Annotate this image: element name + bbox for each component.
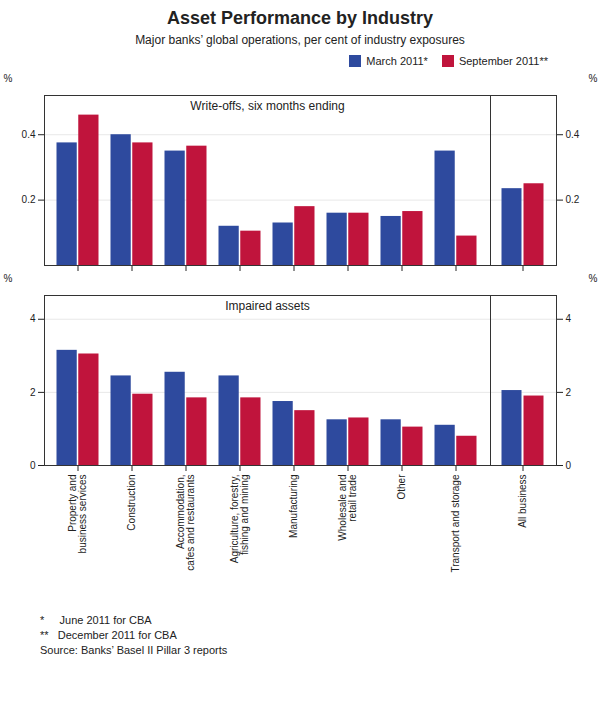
html-text:** December 2011 for CBA: ** December 2011 for CBA	[40, 629, 177, 641]
svg-text:Write-offs, six months ending: Write-offs, six months ending	[190, 99, 344, 113]
svg-text:%: %	[589, 73, 598, 84]
svg-text:2: 2	[566, 387, 572, 398]
svg-text:Agriculture, forestry,fishing: Agriculture, forestry,fishing and mining	[229, 475, 250, 564]
svg-text:2: 2	[30, 387, 36, 398]
html-text:Asset Performance by Industry: Asset Performance by Industry	[167, 8, 433, 28]
svg-text:4: 4	[30, 313, 36, 324]
svg-text:%: %	[589, 273, 598, 284]
svg-text:%: %	[4, 273, 13, 284]
svg-text:0: 0	[30, 460, 36, 471]
html-text:Source: Banks’ Basel II Pillar: Source: Banks’ Basel II Pillar 3 reports	[40, 644, 228, 656]
html-text:* June 2011 for CBA: * June 2011 for CBA	[40, 614, 152, 626]
svg-text:4: 4	[566, 313, 572, 324]
svg-text:Impaired assets: Impaired assets	[225, 299, 310, 313]
html-text:March 2011*: March 2011*	[366, 55, 428, 67]
svg-text:%: %	[4, 73, 13, 84]
svg-text:Manufacturing: Manufacturing	[288, 475, 299, 538]
svg-text:0: 0	[566, 460, 572, 471]
svg-text:0.2: 0.2	[566, 194, 580, 205]
svg-text:0.4: 0.4	[566, 129, 580, 140]
html-text:Major banks’ global operations: Major banks’ global operations, per cent…	[135, 33, 465, 47]
html-text:September 2011**: September 2011**	[458, 55, 548, 67]
svg-text:0.4: 0.4	[22, 129, 36, 140]
svg-text:Wholesale andretail trade: Wholesale andretail trade	[337, 474, 358, 541]
svg-text:Construction: Construction	[126, 475, 137, 531]
svg-text:Property andbusiness services: Property andbusiness services	[67, 475, 88, 554]
svg-text:Transport and storage: Transport and storage	[450, 474, 461, 572]
svg-text:Accommodation,cafes and restau: Accommodation,cafes and restaurants	[175, 475, 196, 571]
svg-text:All business: All business	[517, 475, 528, 528]
svg-text:0.2: 0.2	[22, 194, 36, 205]
svg-text:Other: Other	[396, 474, 407, 500]
